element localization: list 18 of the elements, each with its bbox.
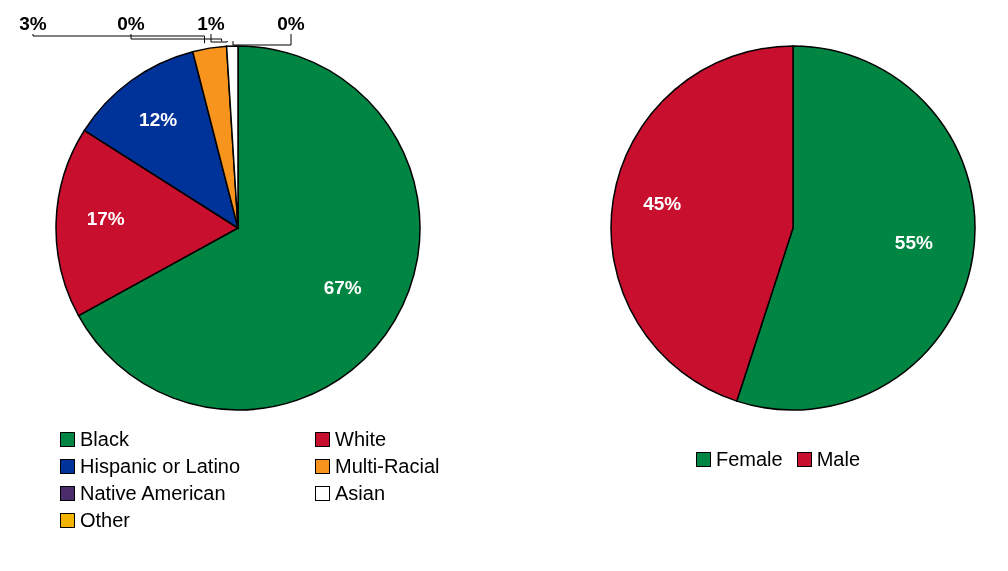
legend-label: Male bbox=[816, 447, 861, 472]
data-label: 17% bbox=[86, 208, 125, 230]
legend-label: Multi-Racial bbox=[335, 454, 440, 479]
data-label: 55% bbox=[894, 232, 933, 254]
text: 0% bbox=[277, 12, 305, 34]
legend-label: Female bbox=[715, 447, 783, 472]
legend-label: Asian bbox=[335, 481, 386, 506]
legend-label: White bbox=[335, 427, 387, 452]
text: 0% bbox=[117, 12, 145, 34]
data-label: 1% bbox=[197, 12, 225, 34]
legend-label: Native American bbox=[80, 481, 226, 506]
data-label: 3% bbox=[19, 12, 47, 34]
data-label: 12% bbox=[139, 109, 178, 131]
legend-label: Hispanic or Latino bbox=[80, 454, 241, 479]
data-label: 67% bbox=[323, 277, 362, 299]
legend-label: Other bbox=[80, 508, 131, 533]
legend-label: Black bbox=[80, 427, 129, 452]
data-label: 45% bbox=[643, 192, 682, 214]
